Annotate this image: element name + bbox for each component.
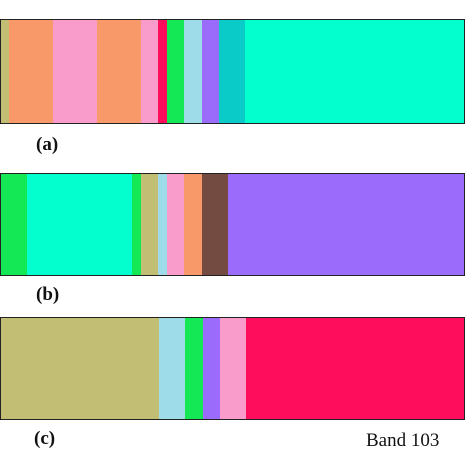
segment-a-5: [141, 20, 159, 123]
panel-label-c: (c): [34, 428, 56, 449]
segment-a-11: [245, 20, 464, 123]
segment-a-7: [167, 20, 185, 123]
segment-b-9: [228, 174, 464, 275]
segment-b-1: [1, 174, 27, 275]
segment-b-3: [132, 174, 142, 275]
segment-a-9: [201, 20, 220, 123]
segment-c-6: [246, 318, 464, 419]
panel-label-a: (a): [36, 134, 59, 155]
segment-b-4: [141, 174, 159, 275]
band-label: Band 103: [366, 430, 440, 451]
segment-a-6: [158, 20, 168, 123]
segment-b-5: [158, 174, 168, 275]
segment-a-8: [184, 20, 202, 123]
segment-a-3: [53, 20, 98, 123]
segment-c-4: [202, 318, 220, 419]
color-bar-b: [0, 173, 465, 276]
segment-c-3: [185, 318, 203, 419]
segment-b-6: [167, 174, 185, 275]
segment-c-1: [1, 318, 160, 419]
color-bar-a: [0, 19, 465, 124]
segment-c-2: [159, 318, 186, 419]
segment-a-4: [97, 20, 142, 123]
segment-a-1: [1, 20, 10, 123]
segment-b-2: [26, 174, 133, 275]
segment-a-2: [9, 20, 54, 123]
segment-c-5: [219, 318, 247, 419]
segment-b-8: [201, 174, 229, 275]
panel-label-b: (b): [36, 284, 60, 305]
segment-b-7: [184, 174, 202, 275]
segment-a-10: [219, 20, 246, 123]
color-bar-c: [0, 317, 465, 420]
